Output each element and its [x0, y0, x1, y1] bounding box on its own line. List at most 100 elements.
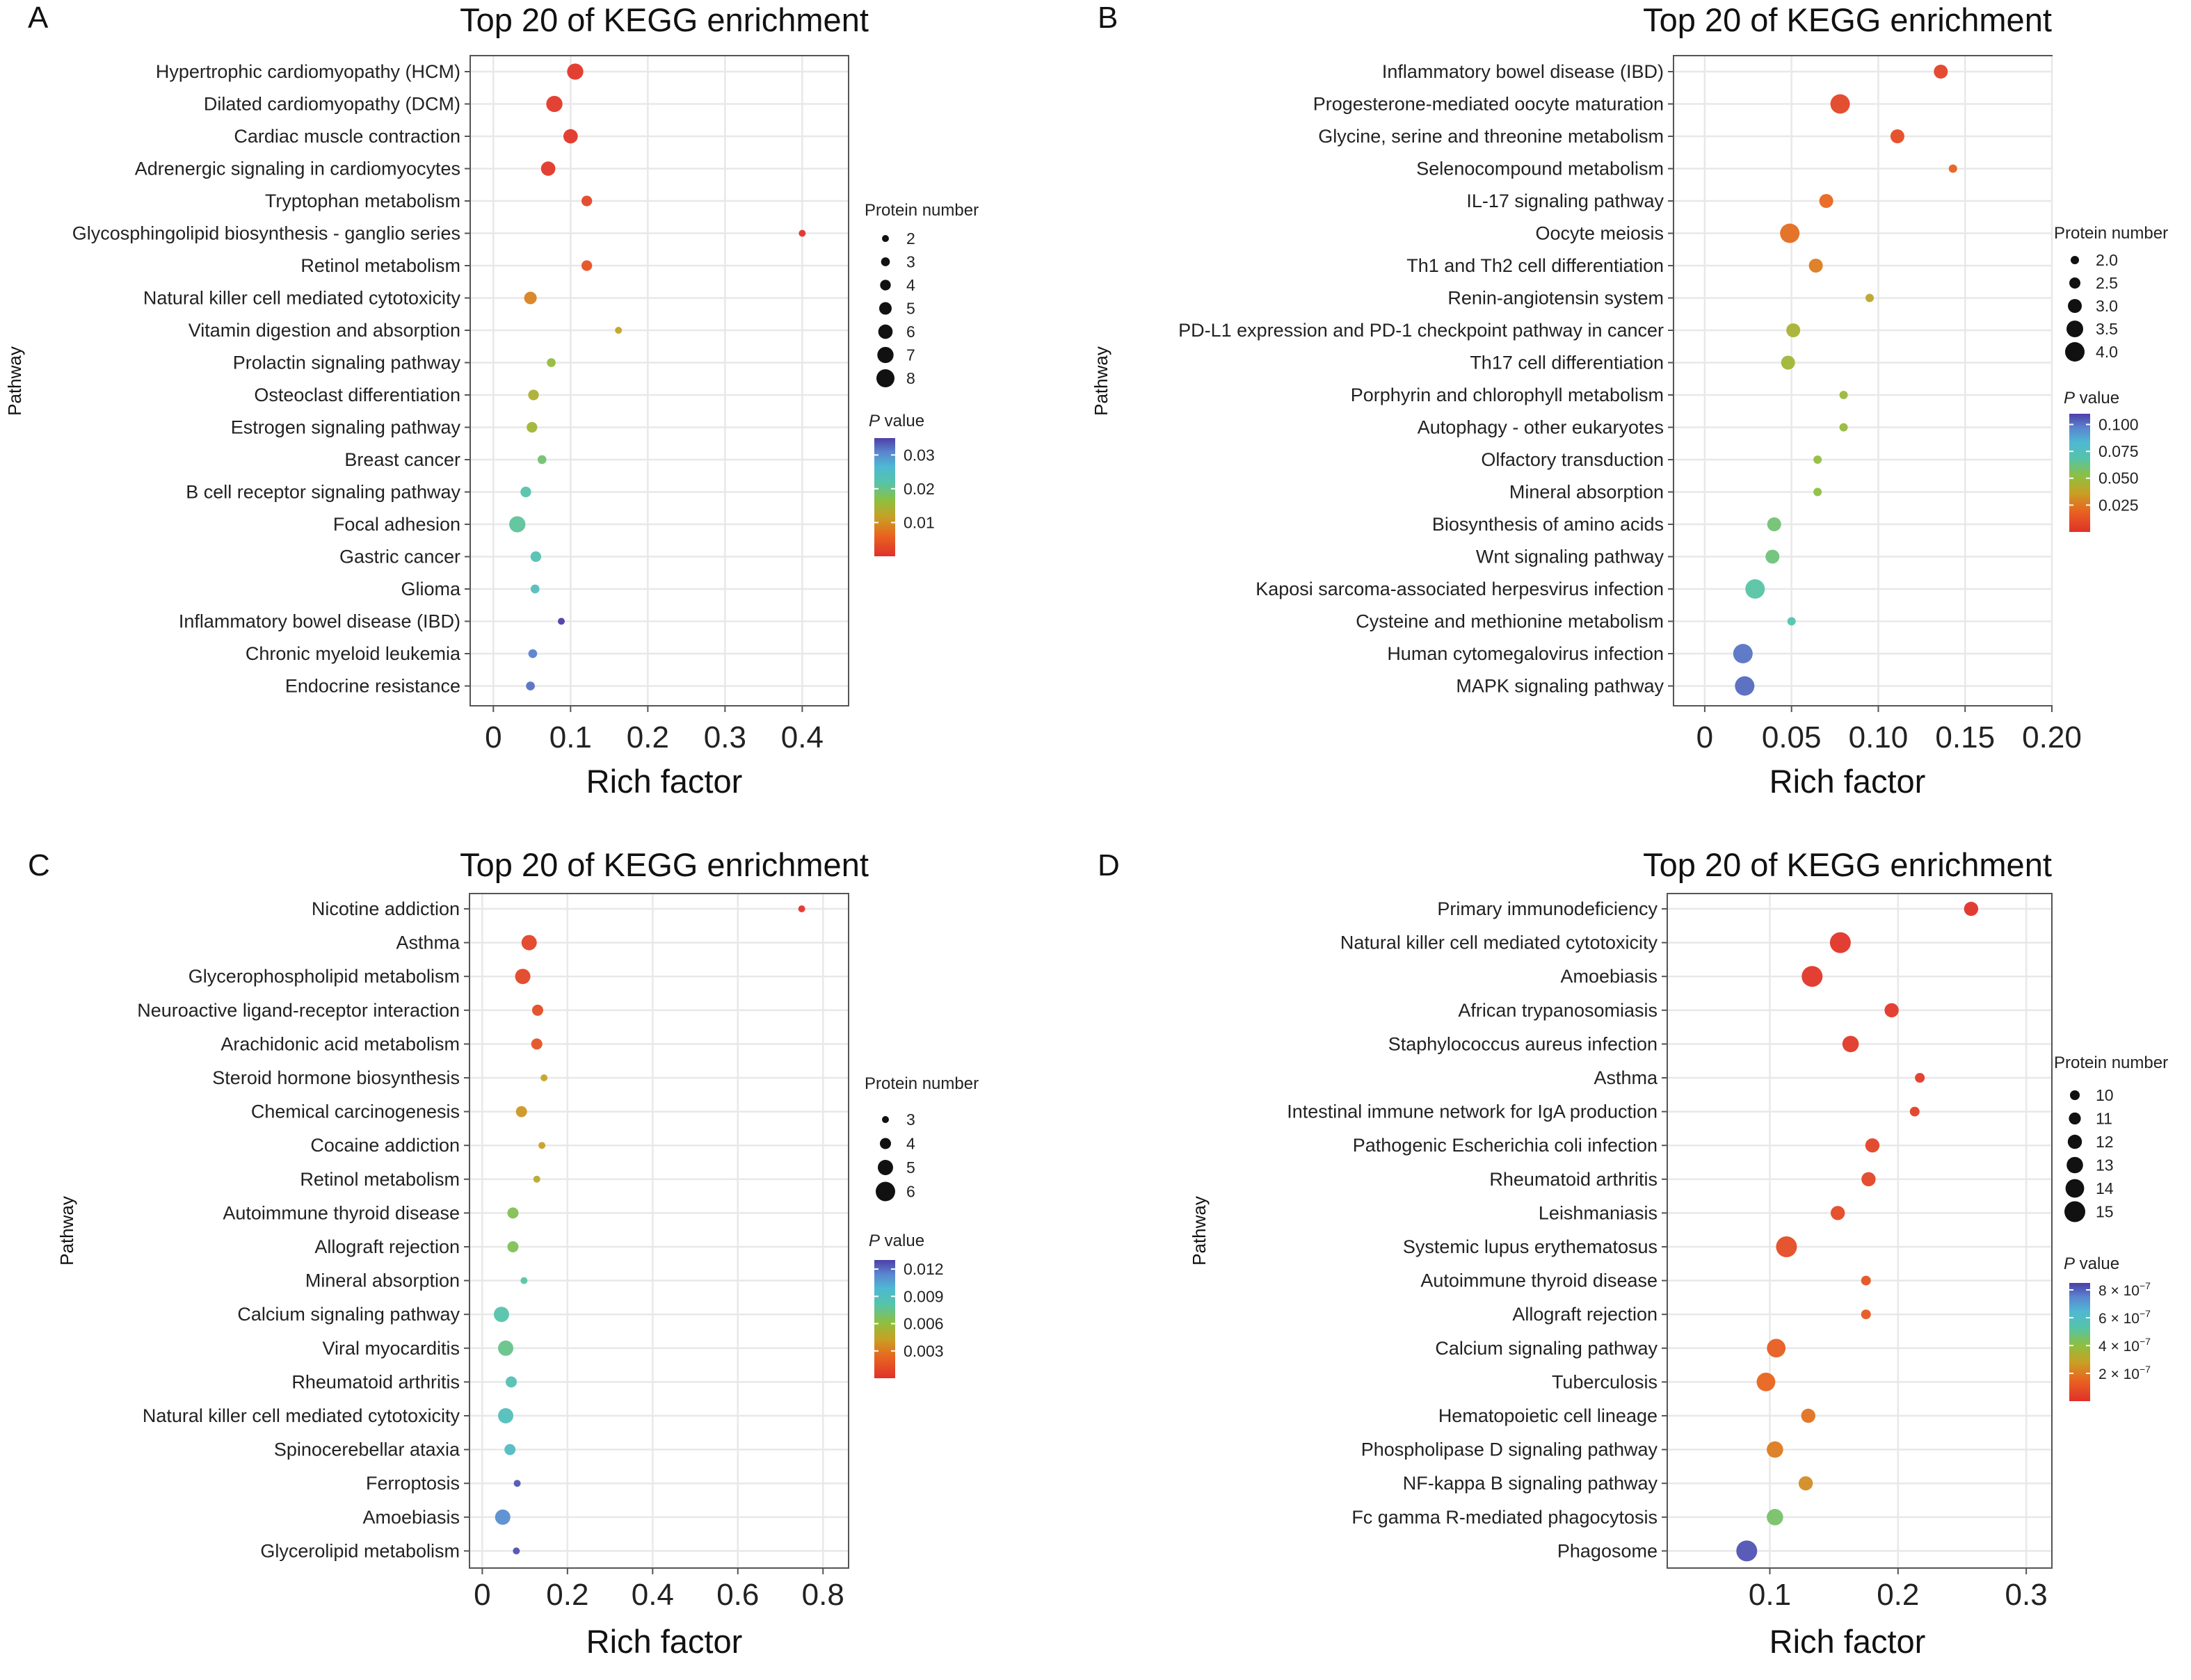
y-tick-label: Th1 and Th2 cell differentiation: [1406, 255, 1664, 276]
size-legend-label: 7: [906, 346, 915, 364]
color-legend-label: 0.009: [904, 1287, 944, 1305]
y-tick-label: African trypanosomiasis: [1458, 1000, 1658, 1021]
color-legend-label: 6 × 10−7: [2098, 1308, 2151, 1327]
y-tick-label: PD-L1 expression and PD-1 checkpoint pat…: [1178, 320, 1664, 341]
x-tick-label: 0.1: [1749, 1578, 1791, 1612]
data-point: [521, 935, 537, 951]
y-axis-label: Pathway: [56, 1196, 77, 1266]
color-legend-title-rest: value: [880, 1231, 924, 1250]
y-tick-label: Viral myocarditis: [322, 1338, 460, 1359]
data-point: [495, 1509, 511, 1525]
color-legend-title: P value: [2064, 389, 2119, 407]
x-tick-label: 0.4: [632, 1578, 674, 1612]
size-legend-marker: [2065, 342, 2085, 362]
y-tick-label: Neuroactive ligand-receptor interaction: [137, 1000, 460, 1021]
y-tick-label: Intestinal immune network for IgA produc…: [1287, 1101, 1658, 1122]
color-legend-title-rest: value: [880, 412, 924, 430]
chart-title: Top 20 of KEGG enrichment: [460, 846, 869, 883]
data-point: [1780, 223, 1800, 243]
data-point: [1861, 1309, 1871, 1320]
color-legend-title-rest: value: [2075, 389, 2119, 407]
y-tick-label: Endocrine resistance: [285, 676, 460, 697]
color-legend-label-exp: −7: [2140, 1336, 2151, 1347]
data-point: [1798, 1476, 1813, 1491]
size-legend-label: 3.5: [2096, 320, 2118, 338]
y-tick-label: Retinol metabolism: [300, 1169, 460, 1190]
color-legend-bar: [874, 1260, 895, 1378]
y-tick-label: Systemic lupus erythematosus: [1403, 1236, 1658, 1257]
y-tick-label: Natural killer cell mediated cytotoxicit…: [143, 288, 461, 309]
panel-letter: D: [1098, 848, 1120, 882]
x-tick-label: 0.6: [716, 1578, 759, 1612]
data-point: [1865, 1138, 1880, 1153]
chart-title: Top 20 of KEGG enrichment: [460, 1, 869, 38]
panel-a: A Top 20 of KEGG enrichment Hypertrophic c…: [4, 1, 979, 800]
size-legend-marker: [878, 1160, 893, 1175]
color-legend-bar: [2069, 1283, 2090, 1401]
size-legend-marker: [877, 346, 894, 364]
size-legend-label: 11: [2096, 1110, 2112, 1128]
y-tick-label: Autoimmune thyroid disease: [1420, 1270, 1658, 1291]
y-tick-label: Olfactory transduction: [1481, 449, 1664, 470]
color-legend-label: 4 × 10−7: [2098, 1336, 2151, 1355]
size-legend-label: 2: [906, 229, 915, 248]
y-tick-label: Calcium signaling pathway: [237, 1304, 460, 1325]
y-tick-label: Pathogenic Escherichia coli infection: [1353, 1135, 1658, 1156]
size-legend-marker: [882, 1116, 889, 1123]
data-point: [498, 1408, 514, 1423]
data-point: [581, 260, 593, 271]
size-legend-title: Protein number: [865, 1074, 979, 1093]
y-tick-label: Allograft rejection: [314, 1236, 460, 1257]
data-point: [513, 1480, 521, 1487]
y-tick-label: Spinocerebellar ataxia: [274, 1439, 460, 1460]
size-legend-label: 5: [906, 300, 915, 318]
y-tick-label: Natural killer cell mediated cytotoxicit…: [143, 1405, 460, 1426]
data-point: [527, 421, 538, 433]
data-point: [563, 129, 578, 144]
data-point: [1884, 1003, 1899, 1018]
color-legend-label: 8 × 10−7: [2098, 1280, 2151, 1299]
data-point: [520, 486, 531, 498]
y-tick-label: Mineral absorption: [305, 1270, 460, 1291]
size-legend-label: 2.0: [2096, 251, 2118, 269]
data-point: [546, 95, 563, 113]
y-axis-label: Pathway: [4, 346, 25, 416]
y-tick-label: Selenocompound metabolism: [1416, 159, 1664, 179]
data-point: [504, 1444, 516, 1455]
y-tick-label: Renin-angiotensin system: [1447, 288, 1664, 309]
data-point: [507, 1207, 519, 1219]
x-tick-label: 0.15: [1935, 720, 1995, 754]
size-legend-marker: [2064, 1201, 2085, 1222]
size-legend-label: 4.0: [2096, 343, 2118, 361]
color-legend-label: 0.01: [904, 513, 935, 531]
size-legend-marker: [2065, 1179, 2085, 1198]
size-legend-label: 15: [2096, 1203, 2114, 1221]
y-axis-label: Pathway: [1091, 346, 1111, 416]
data-point: [1776, 1236, 1797, 1257]
data-point: [507, 1241, 519, 1252]
y-axis-label: Pathway: [1189, 1196, 1210, 1266]
size-legend-label: 5: [906, 1158, 915, 1177]
size-legend-label: 3: [906, 1110, 915, 1129]
y-tick-label: Mineral absorption: [1509, 482, 1664, 503]
x-tick-label: 0.8: [802, 1578, 844, 1612]
size-legend-label: 4: [906, 276, 915, 294]
color-legend-label: 0.075: [2098, 442, 2139, 460]
y-tick-label: Glycosphingolipid biosynthesis - ganglio…: [72, 223, 460, 244]
data-point: [1765, 549, 1780, 564]
y-tick-label: Staphylococcus aureus infection: [1388, 1033, 1658, 1054]
y-tick-label: Hematopoietic cell lineage: [1438, 1405, 1658, 1426]
y-tick-label: Ferroptosis: [366, 1473, 460, 1494]
y-tick-label: Breast cancer: [344, 449, 460, 470]
data-point: [1767, 517, 1781, 531]
y-tick-label: Estrogen signaling pathway: [231, 417, 461, 438]
data-point: [1801, 1408, 1815, 1423]
data-point: [1861, 1275, 1871, 1286]
y-tick-label: Th17 cell differentiation: [1470, 353, 1664, 373]
x-tick-label: 0: [1696, 720, 1713, 754]
size-legend-label: 6: [906, 323, 915, 341]
y-tick-label: Cocaine addiction: [310, 1135, 460, 1156]
color-legend-title-p: P: [869, 1231, 880, 1250]
y-tick-label: Tuberculosis: [1552, 1371, 1658, 1392]
